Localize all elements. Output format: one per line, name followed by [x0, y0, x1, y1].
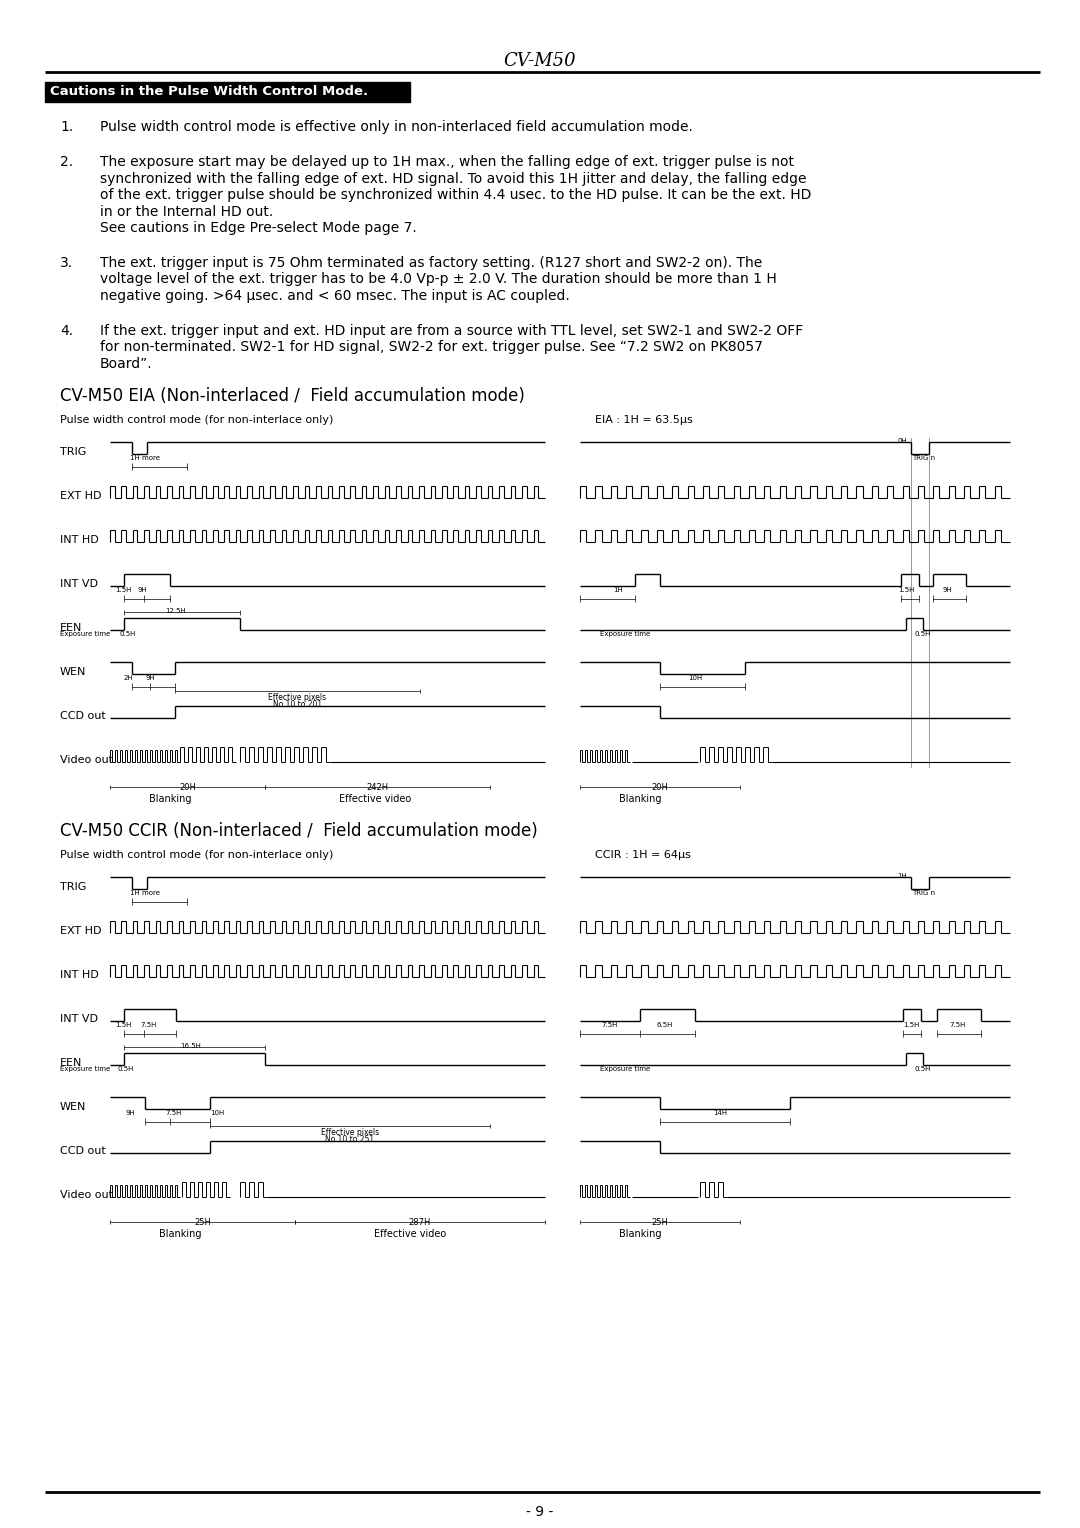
Text: 1H more: 1H more	[130, 455, 160, 461]
Text: 3.: 3.	[60, 257, 73, 270]
Text: 14H: 14H	[713, 1109, 727, 1115]
Text: Video out: Video out	[60, 1190, 113, 1199]
Text: 0.5H: 0.5H	[914, 1067, 931, 1073]
Text: 0.5H: 0.5H	[120, 631, 136, 637]
Text: Video out: Video out	[60, 755, 113, 766]
Text: CCD out: CCD out	[60, 711, 106, 721]
Text: voltage level of the ext. trigger has to be 4.0 Vp-p ± 2.0 V. The duration shoul: voltage level of the ext. trigger has to…	[100, 272, 777, 287]
Text: 7.5H: 7.5H	[140, 1022, 157, 1028]
Text: The ext. trigger input is 75 Ohm terminated as factory setting. (R127 short and : The ext. trigger input is 75 Ohm termina…	[100, 257, 762, 270]
Text: INT HD: INT HD	[60, 535, 98, 545]
Text: 7.5H: 7.5H	[602, 1022, 618, 1028]
Text: Blanking: Blanking	[619, 1229, 661, 1239]
Text: 1.5H: 1.5H	[114, 587, 132, 593]
Text: CV-M50: CV-M50	[503, 52, 577, 70]
Text: EXT HD: EXT HD	[60, 490, 102, 501]
Text: 242H: 242H	[366, 782, 389, 792]
Text: EXT HD: EXT HD	[60, 926, 102, 937]
Text: Blanking: Blanking	[619, 795, 661, 804]
Text: INT HD: INT HD	[60, 970, 98, 979]
Text: 287H: 287H	[409, 1218, 431, 1227]
Text: 2.: 2.	[60, 154, 73, 170]
Text: INT VD: INT VD	[60, 1015, 98, 1024]
Text: INT VD: INT VD	[60, 579, 98, 588]
Text: negative going. >64 μsec. and < 60 msec. The input is AC coupled.: negative going. >64 μsec. and < 60 msec.…	[100, 289, 570, 303]
Text: EIA : 1H = 63.5μs: EIA : 1H = 63.5μs	[595, 416, 692, 425]
Text: Exposure time: Exposure time	[60, 1067, 110, 1073]
Text: synchronized with the falling edge of ext. HD signal. To avoid this 1H jitter an: synchronized with the falling edge of ex…	[100, 171, 807, 185]
Text: 1H: 1H	[897, 872, 907, 879]
Text: 9H: 9H	[146, 675, 156, 681]
Text: 1H more: 1H more	[130, 889, 160, 895]
Text: of the ext. trigger pulse should be synchronized within 4.4 usec. to the HD puls: of the ext. trigger pulse should be sync…	[100, 188, 811, 202]
Text: 25H: 25H	[194, 1218, 211, 1227]
Text: Pulse width control mode (for non-interlace only): Pulse width control mode (for non-interl…	[60, 850, 334, 860]
Text: 7.5H: 7.5H	[165, 1109, 181, 1115]
Text: 9H: 9H	[125, 1109, 135, 1115]
Text: TRIG n: TRIG n	[913, 455, 935, 461]
Text: Blanking: Blanking	[159, 1229, 201, 1239]
Text: TRIG: TRIG	[60, 882, 86, 892]
Text: 1.5H: 1.5H	[903, 1022, 919, 1028]
Text: 7.5H: 7.5H	[949, 1022, 966, 1028]
Bar	[45, 83, 410, 102]
Text: 9H: 9H	[942, 587, 951, 593]
Text: 0H: 0H	[897, 439, 907, 445]
Text: Pulse width control mode (for non-interlace only): Pulse width control mode (for non-interl…	[60, 416, 334, 425]
Text: Effective video: Effective video	[374, 1229, 446, 1239]
Text: EEN: EEN	[60, 1057, 82, 1068]
Text: Effective pixels: Effective pixels	[269, 694, 326, 701]
Text: WEN: WEN	[60, 668, 86, 677]
Text: 1.: 1.	[60, 121, 73, 134]
Text: See cautions in Edge Pre-select Mode page 7.: See cautions in Edge Pre-select Mode pag…	[100, 222, 417, 235]
Text: 1.5H: 1.5H	[114, 1022, 132, 1028]
Text: 20H: 20H	[179, 782, 195, 792]
Text: Exposure time: Exposure time	[60, 631, 110, 637]
Text: 10H: 10H	[688, 675, 702, 681]
Text: No.10 to 201: No.10 to 201	[273, 700, 322, 709]
Text: 1H: 1H	[613, 587, 623, 593]
Text: Exposure time: Exposure time	[600, 1067, 650, 1073]
Text: 9H: 9H	[138, 587, 148, 593]
Text: Cautions in the Pulse Width Control Mode.: Cautions in the Pulse Width Control Mode…	[50, 86, 368, 98]
Text: If the ext. trigger input and ext. HD input are from a source with TTL level, se: If the ext. trigger input and ext. HD in…	[100, 324, 804, 338]
Text: Exposure time: Exposure time	[600, 631, 650, 637]
Text: 4.: 4.	[60, 324, 73, 338]
Text: CCIR : 1H = 64μs: CCIR : 1H = 64μs	[595, 850, 691, 860]
Text: 10H: 10H	[210, 1109, 225, 1115]
Text: 20H: 20H	[651, 782, 669, 792]
Text: 0.5H: 0.5H	[118, 1067, 134, 1073]
Text: 12.5H: 12.5H	[165, 608, 186, 614]
Text: 6.5H: 6.5H	[657, 1022, 673, 1028]
Text: CV-M50 EIA (Non-interlaced /  Field accumulation mode): CV-M50 EIA (Non-interlaced / Field accum…	[60, 387, 525, 405]
Text: 0.5H: 0.5H	[914, 631, 931, 637]
Text: The exposure start may be delayed up to 1H max., when the falling edge of ext. t: The exposure start may be delayed up to …	[100, 154, 794, 170]
Text: TRIG n: TRIG n	[913, 889, 935, 895]
Text: 16.5H: 16.5H	[180, 1044, 201, 1050]
Text: WEN: WEN	[60, 1102, 86, 1112]
Text: TRIG: TRIG	[60, 448, 86, 457]
Text: EEN: EEN	[60, 623, 82, 633]
Text: 2H: 2H	[124, 675, 134, 681]
Text: CCD out: CCD out	[60, 1146, 106, 1157]
Text: 25H: 25H	[651, 1218, 669, 1227]
Text: in or the Internal HD out.: in or the Internal HD out.	[100, 205, 273, 219]
Text: Pulse width control mode is effective only in non-interlaced field accumulation : Pulse width control mode is effective on…	[100, 121, 693, 134]
Text: 1.5H: 1.5H	[897, 587, 915, 593]
Text: Effective video: Effective video	[339, 795, 411, 804]
Text: Blanking: Blanking	[149, 795, 191, 804]
Text: for non-terminated. SW2-1 for HD signal, SW2-2 for ext. trigger pulse. See “7.2 : for non-terminated. SW2-1 for HD signal,…	[100, 341, 762, 354]
Text: Effective pixels: Effective pixels	[321, 1128, 379, 1137]
Text: No.10 to 251: No.10 to 251	[325, 1135, 375, 1144]
Text: - 9 -: - 9 -	[526, 1505, 554, 1519]
Text: CV-M50 CCIR (Non-interlaced /  Field accumulation mode): CV-M50 CCIR (Non-interlaced / Field accu…	[60, 822, 538, 840]
Text: Board”.: Board”.	[100, 358, 152, 371]
